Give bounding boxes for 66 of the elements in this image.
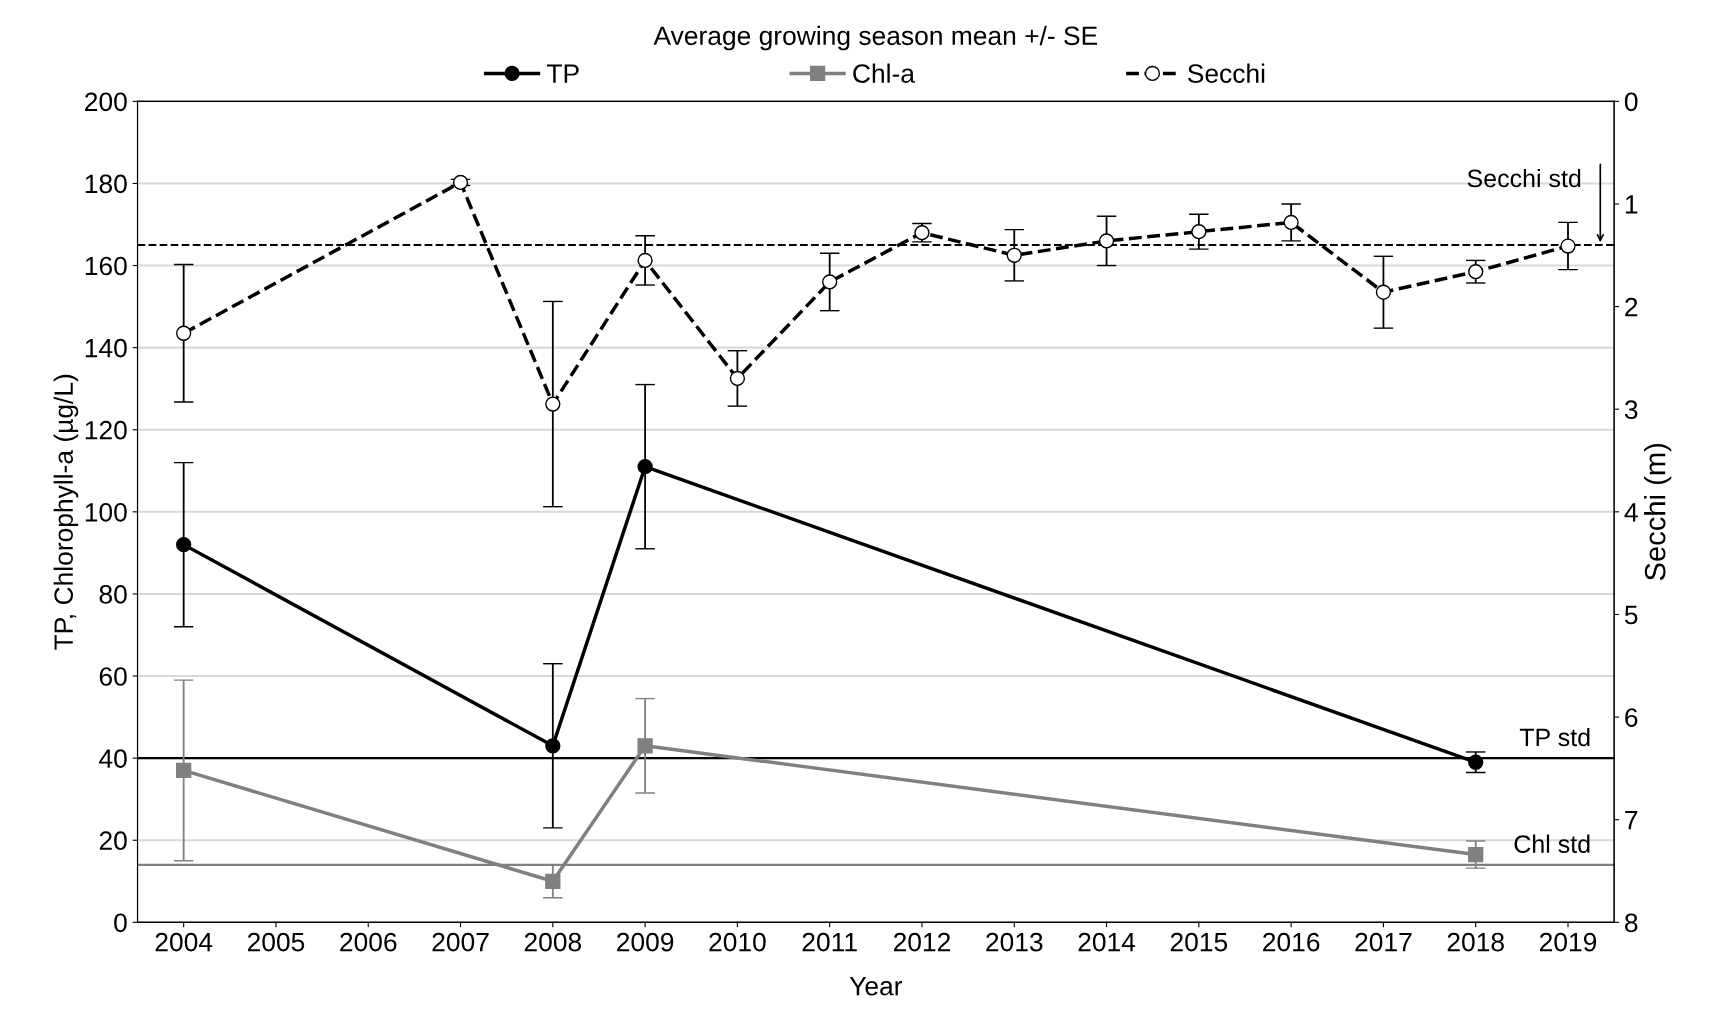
x-tick-label: 2006: [340, 932, 397, 952]
point: [1560, 238, 1576, 254]
x-tick-label: 2009: [617, 932, 674, 952]
x-tick-label: 2014: [1078, 932, 1136, 952]
point: [637, 252, 653, 269]
y-tick-label: 20: [99, 831, 127, 851]
y-tick-label: 100: [85, 502, 127, 522]
y-tick-label: 120: [85, 420, 127, 440]
point: [176, 762, 192, 779]
y2-tick-label: 0: [1624, 92, 1638, 112]
point: [545, 738, 561, 754]
x-tick-label: 2016: [1263, 932, 1320, 952]
point: [1191, 224, 1207, 240]
x-tick-label: 2018: [1447, 932, 1504, 952]
point: [545, 396, 561, 412]
point: [176, 537, 192, 553]
x-tick-label: 2011: [802, 932, 857, 952]
legend-label: Secchi: [1187, 63, 1265, 83]
x-tick-label: 2017: [1355, 932, 1412, 952]
x-axis-title: Year: [849, 977, 903, 996]
point: [545, 873, 561, 889]
y2-tick-label: 2: [1625, 297, 1638, 317]
y2-tick-label: 7: [1625, 811, 1638, 830]
ref-line-label: Secchi std: [1467, 168, 1581, 188]
y-tick-label: 180: [85, 174, 127, 194]
y2-tick-label: 1: [1625, 195, 1638, 214]
point: [1375, 284, 1392, 300]
x-tick-label: 2012: [893, 932, 951, 952]
point: [1006, 247, 1022, 263]
y2-tick-label: 5: [1624, 605, 1638, 625]
x-tick-label: 2010: [709, 932, 766, 952]
x-tick-label: 2013: [986, 932, 1043, 952]
point: [1098, 233, 1115, 249]
x-tick-label: 2015: [1170, 932, 1228, 952]
x-tick-label: 2005: [247, 932, 305, 952]
y2-tick-label: 3: [1624, 400, 1638, 420]
y-axis-title: TP, Chlorophyll-a (µg/L): [53, 374, 79, 650]
y2-tick-label: 4: [1624, 503, 1638, 522]
point: [637, 459, 653, 475]
y-tick-label: 40: [99, 749, 127, 768]
x-tick-label: 2004: [155, 932, 213, 952]
legend-title: Average growing season mean +/- SE: [653, 25, 1098, 51]
ref-line-label: TP std: [1519, 727, 1590, 747]
y2-tick-label: 6: [1625, 708, 1638, 727]
y2-axis-title: Secchi (m): [1644, 443, 1672, 581]
point: [822, 274, 838, 290]
point: [1283, 214, 1299, 231]
point: [729, 370, 746, 387]
y-tick-label: 140: [85, 338, 127, 358]
point: [637, 738, 653, 754]
y-tick-label: 80: [99, 585, 127, 604]
x-tick-label: 2019: [1539, 932, 1597, 952]
y-tick-label: 200: [85, 92, 127, 112]
legend-label: Chl-a: [853, 63, 915, 83]
x-tick-label: 2008: [524, 932, 582, 952]
y-tick-label: 0: [114, 913, 127, 933]
ref-line-label: Chl std: [1514, 834, 1590, 853]
y2-tick-label: 8: [1625, 913, 1638, 933]
point: [176, 325, 192, 341]
point: [452, 174, 469, 191]
point: [1468, 846, 1484, 863]
y-tick-label: 60: [99, 667, 127, 686]
x-tick-label: 2007: [432, 932, 489, 952]
legend-label: TP: [546, 64, 579, 83]
y-tick-label: 160: [85, 256, 127, 276]
point: [1468, 264, 1484, 280]
